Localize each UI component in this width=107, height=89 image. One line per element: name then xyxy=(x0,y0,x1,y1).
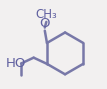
Text: O: O xyxy=(40,17,50,30)
Text: CH₃: CH₃ xyxy=(35,8,57,21)
Text: HO: HO xyxy=(6,57,26,70)
